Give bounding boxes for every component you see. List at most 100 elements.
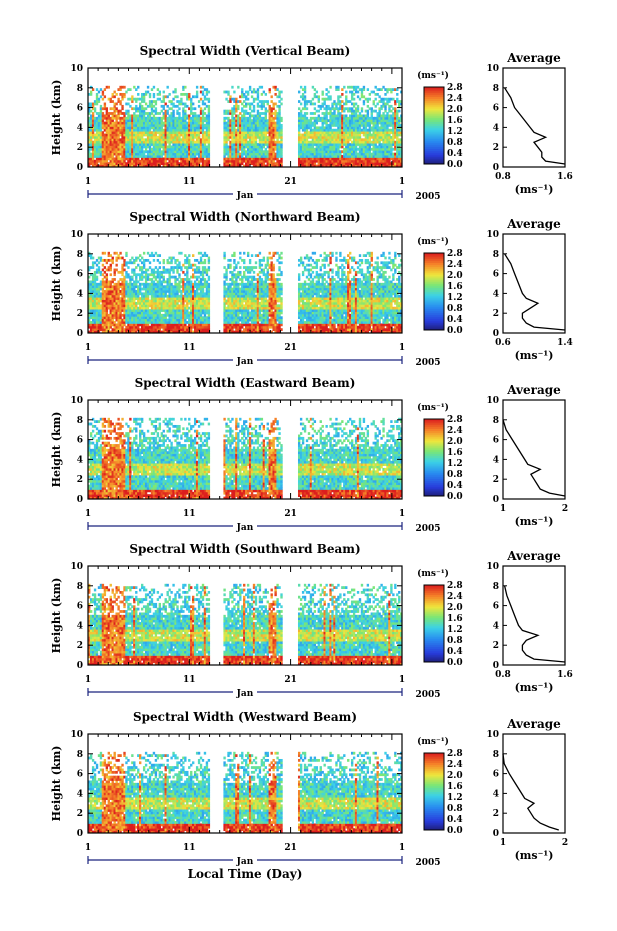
heatmap-cell <box>162 107 165 111</box>
heatmap-cell <box>88 309 91 312</box>
heatmap-cell <box>276 135 279 139</box>
heatmap-cell <box>150 138 154 142</box>
heatmap-cell <box>95 112 99 115</box>
heatmap-cell <box>376 159 379 163</box>
heatmap-cell <box>354 126 358 130</box>
heatmap-cell <box>303 95 307 99</box>
heatmap-cell <box>274 135 277 139</box>
heatmap-cell <box>148 102 152 106</box>
heatmap-cell <box>276 147 279 151</box>
heatmap-cell <box>349 135 352 139</box>
heatmap-cell <box>205 104 209 108</box>
heatmap-cell <box>272 126 275 130</box>
heatmap-cell <box>97 119 101 123</box>
heatmap-cell <box>93 159 97 163</box>
heatmap-cell <box>256 124 260 127</box>
heatmap-cell <box>184 150 187 154</box>
heatmap-cell <box>133 126 136 130</box>
heatmap-cell <box>192 152 195 156</box>
heatmap-cell <box>386 162 389 166</box>
heatmap-cell <box>260 155 264 158</box>
heatmap-cell <box>140 155 144 158</box>
heatmap-cell <box>107 126 110 130</box>
heatmap-cell <box>335 145 338 149</box>
heatmap-cell <box>396 147 399 151</box>
heatmap-cell <box>154 152 158 156</box>
heatmap-cell <box>207 116 211 120</box>
heatmap-cell <box>146 294 150 298</box>
heatmap-cell <box>103 159 107 163</box>
heatmap-cell <box>88 323 91 327</box>
heatmap-cell <box>233 135 236 139</box>
heatmap-cell <box>137 131 140 134</box>
heatmap-cell <box>268 121 271 125</box>
heatmap-cell <box>109 135 112 139</box>
heatmap-cell <box>99 164 103 168</box>
heatmap-cell <box>229 97 232 101</box>
heatmap-cell <box>396 97 399 101</box>
heatmap-cell <box>378 162 381 166</box>
heatmap-cell <box>123 159 126 163</box>
heatmap-cell <box>243 112 246 115</box>
heatmap-cell <box>245 104 248 108</box>
heatmap-cell <box>205 90 209 94</box>
heatmap-cell <box>105 126 109 130</box>
heatmap-cell <box>374 109 377 113</box>
heatmap-cell <box>305 107 309 111</box>
heatmap-cell <box>254 162 258 166</box>
heatmap-cell <box>140 126 144 130</box>
heatmap-cell <box>168 164 171 168</box>
heatmap-cell <box>362 131 366 134</box>
heatmap-cell <box>180 138 183 142</box>
heatmap-cell <box>201 162 205 166</box>
heatmap-cell <box>231 128 234 132</box>
heatmap-cell <box>129 126 132 130</box>
heatmap-cell <box>245 112 248 115</box>
heatmap-cell <box>303 104 307 108</box>
heatmap-cell <box>89 133 93 137</box>
heatmap-cell <box>127 102 130 106</box>
heatmap-cell <box>199 85 203 89</box>
heatmap-cell <box>193 152 197 156</box>
heatmap-cell <box>384 162 387 166</box>
heatmap-cell <box>192 114 195 118</box>
heatmap-cell <box>178 112 181 115</box>
heatmap-cell <box>107 157 110 161</box>
heatmap-cell <box>186 140 189 144</box>
heatmap-cell <box>260 138 264 142</box>
heatmap-cell <box>101 145 105 149</box>
heatmap-cell <box>398 155 401 158</box>
heatmap-cell <box>364 109 368 113</box>
heatmap-cell <box>174 157 177 161</box>
heatmap-cell <box>313 92 317 96</box>
heatmap-cell <box>164 121 167 125</box>
heatmap-cell <box>89 119 93 123</box>
heatmap-cell <box>297 121 301 125</box>
heatmap-cell <box>386 145 389 149</box>
heatmap-cell <box>345 152 348 156</box>
heatmap-cell <box>109 121 112 125</box>
heatmap-cell <box>243 116 246 120</box>
heatmap-cell <box>190 121 193 125</box>
heatmap-cell <box>352 157 356 161</box>
heatmap-cell <box>233 162 236 166</box>
heatmap-cell <box>89 155 93 158</box>
heatmap-cell <box>150 100 154 103</box>
heatmap-cell <box>301 124 305 127</box>
heatmap-cell <box>360 162 364 166</box>
heatmap-cell <box>264 126 267 130</box>
heatmap-cell <box>156 135 160 139</box>
heatmap-cell <box>345 100 348 103</box>
heatmap-cell <box>260 145 264 149</box>
heatmap-cell <box>113 128 116 132</box>
heatmap-cell <box>119 157 122 161</box>
heatmap-cell <box>276 124 279 127</box>
heatmap-cell <box>274 133 277 137</box>
heatmap-cell <box>329 97 332 101</box>
heatmap-cell <box>390 104 393 108</box>
heatmap-cell <box>254 124 258 127</box>
heatmap-cell <box>250 124 254 127</box>
heatmap-cell <box>146 145 150 149</box>
colorbar-frame <box>423 86 445 165</box>
heatmap-cell <box>233 145 236 149</box>
